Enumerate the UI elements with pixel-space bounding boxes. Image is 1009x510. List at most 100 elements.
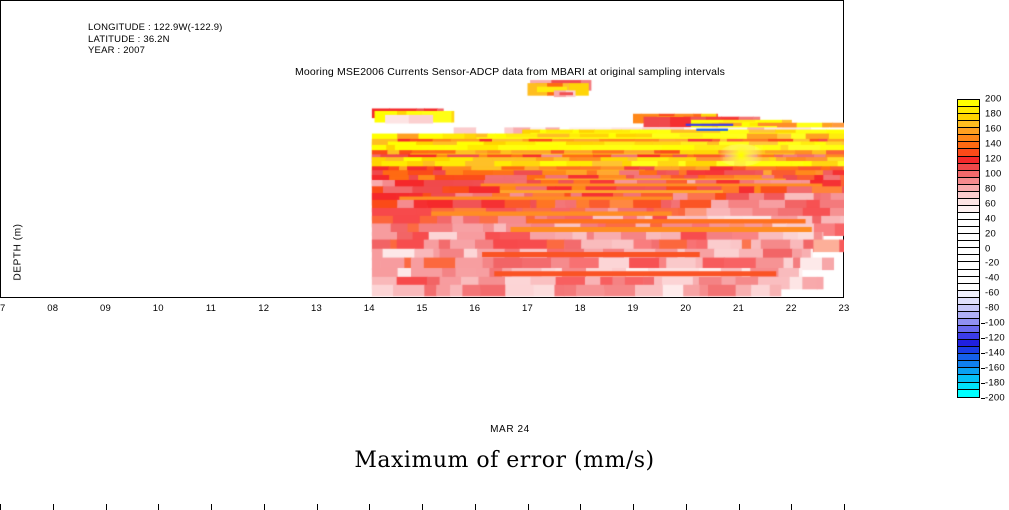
- x-tick-16: [474, 504, 476, 510]
- colorbar-label--180: -180: [985, 377, 1005, 389]
- x-tick-label-10: 10: [152, 303, 164, 314]
- colorbar-band-6: [958, 142, 979, 150]
- colorbar-label-80: 80: [985, 183, 996, 195]
- colorbar-band-4: [958, 128, 979, 136]
- colorbar-band-32: [958, 326, 979, 334]
- colorbar-band-30: [958, 311, 979, 319]
- x-tick-12: [263, 504, 265, 510]
- colorbar-tick--140: [981, 353, 985, 355]
- colorbar-band-13: [958, 191, 979, 199]
- colorbar-band-15: [958, 205, 979, 213]
- x-axis-title: MAR 24: [490, 424, 530, 435]
- colorbar-label-40: 40: [985, 213, 996, 225]
- colorbar-band-37: [958, 361, 979, 369]
- x-tick-11: [211, 504, 213, 510]
- colorbar-band-33: [958, 333, 979, 341]
- colorbar-band-23: [958, 262, 979, 270]
- colorbar-band-9: [958, 163, 979, 171]
- x-tick-15: [422, 504, 424, 510]
- colorbar-label-160: 160: [985, 123, 1002, 135]
- colorbar-label-0: 0: [985, 243, 991, 254]
- colorbar-band-39: [958, 375, 979, 383]
- colorbar-band-29: [958, 304, 979, 312]
- colorbar-label-120: 120: [985, 153, 1002, 165]
- x-tick-label-21: 21: [733, 303, 744, 314]
- x-tick-label-16: 16: [469, 303, 481, 314]
- colorbar-label--120: -120: [985, 332, 1005, 344]
- x-tick-label-07: 07: [0, 303, 6, 314]
- colorbar-band-0: [958, 100, 979, 108]
- colorbar-tick--180: [981, 383, 985, 385]
- colorbar-label--80: -80: [985, 302, 1000, 314]
- colorbar-tick--120: [981, 338, 985, 340]
- x-tick-22: [791, 504, 793, 510]
- x-tick-label-15: 15: [416, 303, 428, 314]
- colorbar-band-24: [958, 269, 979, 277]
- x-tick-08: [52, 504, 54, 510]
- x-tick-label-22: 22: [785, 303, 797, 314]
- x-tick-23: [844, 504, 846, 510]
- x-tick-label-11: 11: [205, 303, 217, 314]
- colorbar-label--20: -20: [985, 257, 1000, 269]
- x-tick-13: [316, 504, 318, 510]
- plot-axes: 0708091011121314151617181920212223308031…: [0, 0, 849, 510]
- x-tick-07: [0, 504, 2, 510]
- colorbar-band-5: [958, 135, 979, 143]
- colorbar-band-41: [958, 389, 979, 397]
- y-axis-title: DEPTH (m): [12, 223, 24, 281]
- x-tick-label-17: 17: [522, 303, 533, 314]
- x-tick-label-09: 09: [100, 303, 111, 314]
- colorbar-band-1: [958, 107, 979, 115]
- colorbar-band-36: [958, 354, 979, 362]
- x-tick-09: [105, 504, 107, 510]
- colorbar-band-31: [958, 318, 979, 326]
- colorbar-band-34: [958, 340, 979, 348]
- x-tick-10: [158, 504, 160, 510]
- figure-caption: Maximum of error (mm/s): [354, 448, 655, 473]
- colorbar-label-60: 60: [985, 198, 996, 210]
- x-tick-label-08: 08: [47, 303, 59, 314]
- x-tick-21: [738, 504, 740, 510]
- x-tick-label-14: 14: [363, 303, 375, 314]
- colorbar-label--100: -100: [985, 317, 1005, 329]
- x-tick-label-18: 18: [574, 303, 586, 314]
- colorbar-label-100: 100: [985, 168, 1002, 180]
- colorbar-band-8: [958, 156, 979, 164]
- colorbar-band-28: [958, 297, 979, 305]
- colorbar-band-22: [958, 255, 979, 263]
- colorbar-tick--100: [981, 323, 985, 325]
- colorbar: [957, 99, 980, 398]
- x-tick-label-23: 23: [838, 303, 850, 314]
- x-tick-18: [580, 504, 582, 510]
- colorbar-band-38: [958, 368, 979, 376]
- x-tick-label-20: 20: [680, 303, 692, 314]
- colorbar-band-2: [958, 114, 979, 122]
- colorbar-band-40: [958, 382, 979, 390]
- colorbar-tick--200: [981, 398, 985, 400]
- colorbar-band-16: [958, 213, 979, 221]
- colorbar-band-25: [958, 276, 979, 284]
- colorbar-label-200: 200: [985, 93, 1002, 105]
- colorbar-label--60: -60: [985, 287, 1000, 299]
- colorbar-band-20: [958, 241, 979, 249]
- colorbar-band-11: [958, 177, 979, 185]
- colorbar-label-20: 20: [985, 228, 996, 240]
- colorbar-label--160: -160: [985, 362, 1005, 374]
- colorbar-band-18: [958, 227, 979, 235]
- x-tick-20: [685, 504, 687, 510]
- x-tick-14: [369, 504, 371, 510]
- colorbar-band-35: [958, 347, 979, 355]
- heatmap-canvas: [0, 0, 844, 298]
- colorbar-band-10: [958, 170, 979, 178]
- colorbar-band-26: [958, 283, 979, 291]
- colorbar-band-12: [958, 184, 979, 192]
- colorbar-band-14: [958, 198, 979, 206]
- x-tick-label-19: 19: [627, 303, 639, 314]
- colorbar-band-3: [958, 121, 979, 129]
- colorbar-band-19: [958, 234, 979, 242]
- colorbar-label--40: -40: [985, 272, 1000, 284]
- x-tick-label-12: 12: [258, 303, 270, 314]
- colorbar-band-7: [958, 149, 979, 157]
- colorbar-label-180: 180: [985, 108, 1002, 120]
- colorbar-label-140: 140: [985, 138, 1002, 150]
